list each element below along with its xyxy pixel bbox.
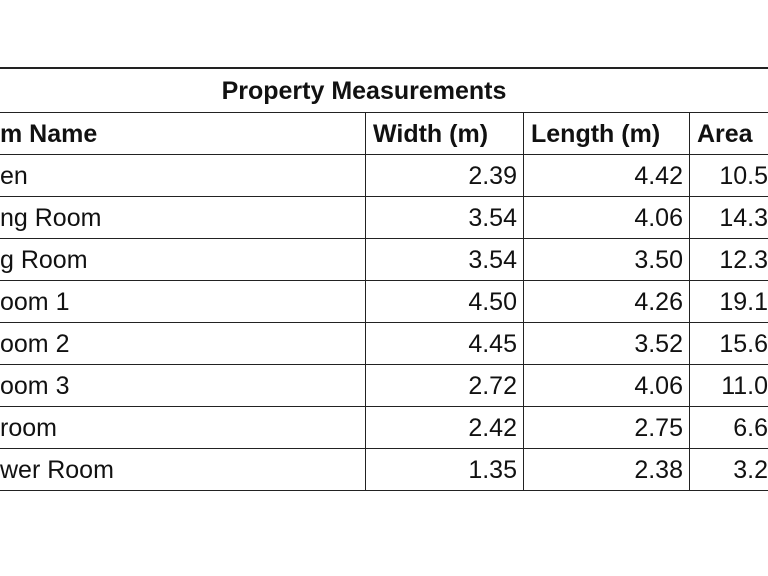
room-name: en [0, 162, 28, 190]
row-border [0, 154, 768, 155]
room-name: oom 2 [0, 330, 70, 358]
measurement: 4.06 [634, 204, 683, 232]
column-header: Length (m) [531, 120, 661, 148]
column-border [689, 112, 690, 490]
column-header: Area [697, 120, 753, 148]
measurement: 3.50 [634, 246, 683, 274]
measurement: 2.38 [634, 456, 683, 484]
row-border [0, 490, 768, 491]
column-header: Width (m) [373, 120, 489, 148]
measurement: 2.72 [468, 372, 517, 400]
measurement: 12.3 [719, 246, 768, 274]
measurement: 4.42 [634, 162, 683, 190]
room-name: oom 1 [0, 288, 70, 316]
row-border [0, 322, 768, 323]
row-border [0, 238, 768, 239]
measurement: 3.54 [468, 204, 517, 232]
row-border [0, 196, 768, 197]
row-border [0, 448, 768, 449]
room-name: ng Room [0, 204, 102, 232]
measurement: 4.06 [634, 372, 683, 400]
measurement: 11.0 [721, 372, 768, 400]
table-top-border [0, 67, 768, 69]
row-border [0, 112, 768, 113]
measurement: 15.6 [719, 330, 768, 358]
column-border [523, 112, 524, 490]
room-name: g Room [0, 246, 88, 274]
room-name: room [0, 414, 57, 442]
row-border [0, 406, 768, 407]
room-name: oom 3 [0, 372, 70, 400]
measurement: 14.3 [719, 204, 768, 232]
measurement: 4.45 [468, 330, 517, 358]
measurement: 2.42 [468, 414, 517, 442]
measurement: 10.5 [719, 162, 768, 190]
measurement: 2.39 [468, 162, 517, 190]
row-border [0, 364, 768, 365]
measurement: 6.6 [733, 414, 768, 442]
measurement: 3.52 [634, 330, 683, 358]
measurement: 3.2 [733, 456, 768, 484]
column-header: m Name [0, 120, 98, 148]
column-border [365, 112, 366, 490]
measurement: 4.50 [468, 288, 517, 316]
measurement: 2.75 [634, 414, 683, 442]
measurement: 3.54 [468, 246, 517, 274]
measurement: 19.1 [719, 288, 768, 316]
room-name: wer Room [0, 456, 114, 484]
measurement: 1.35 [468, 456, 517, 484]
row-border [0, 280, 768, 281]
table-title: Property Measurements [221, 77, 507, 105]
measurement: 4.26 [634, 288, 683, 316]
